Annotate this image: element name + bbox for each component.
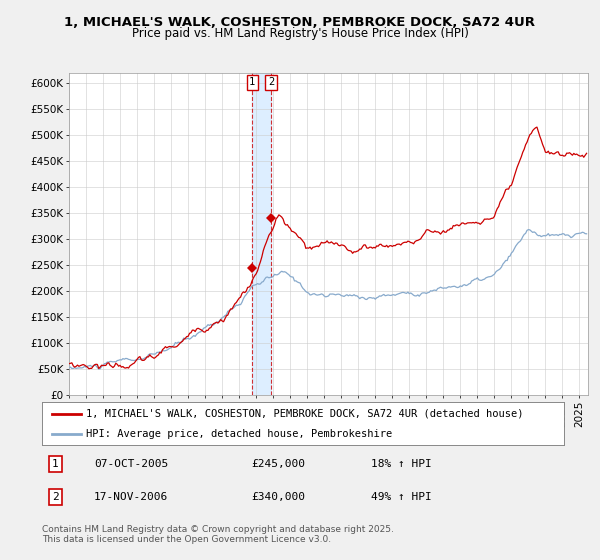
Text: 1, MICHAEL'S WALK, COSHESTON, PEMBROKE DOCK, SA72 4UR (detached house): 1, MICHAEL'S WALK, COSHESTON, PEMBROKE D…: [86, 409, 524, 419]
Text: £340,000: £340,000: [251, 492, 305, 502]
Text: 2: 2: [52, 492, 58, 502]
Text: 1: 1: [52, 459, 58, 469]
Text: £245,000: £245,000: [251, 459, 305, 469]
Text: 07-OCT-2005: 07-OCT-2005: [94, 459, 169, 469]
Text: 49% ↑ HPI: 49% ↑ HPI: [371, 492, 431, 502]
Text: Contains HM Land Registry data © Crown copyright and database right 2025.
This d: Contains HM Land Registry data © Crown c…: [42, 525, 394, 544]
Text: Price paid vs. HM Land Registry's House Price Index (HPI): Price paid vs. HM Land Registry's House …: [131, 27, 469, 40]
Text: 1, MICHAEL'S WALK, COSHESTON, PEMBROKE DOCK, SA72 4UR: 1, MICHAEL'S WALK, COSHESTON, PEMBROKE D…: [65, 16, 536, 29]
Text: 2: 2: [268, 77, 274, 87]
Text: 1: 1: [249, 77, 256, 87]
Bar: [252, 73, 271, 395]
Text: HPI: Average price, detached house, Pembrokeshire: HPI: Average price, detached house, Pemb…: [86, 428, 392, 438]
Text: 18% ↑ HPI: 18% ↑ HPI: [371, 459, 431, 469]
Text: 17-NOV-2006: 17-NOV-2006: [94, 492, 169, 502]
